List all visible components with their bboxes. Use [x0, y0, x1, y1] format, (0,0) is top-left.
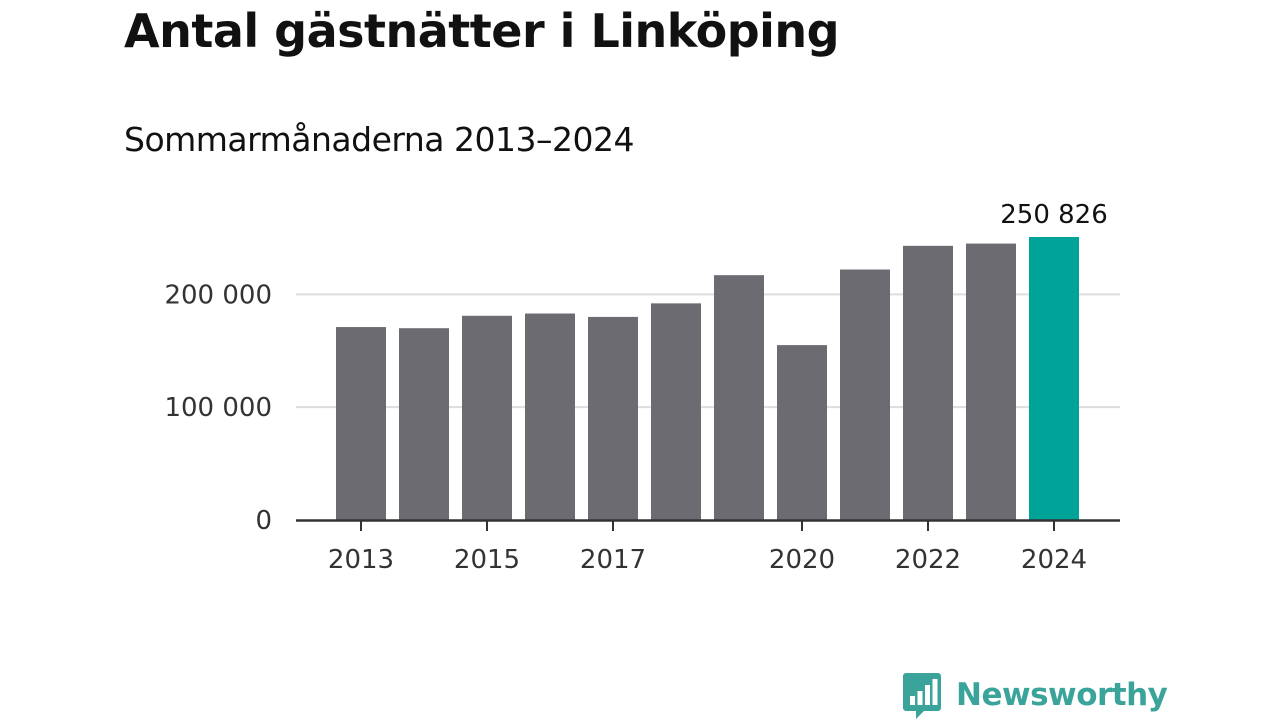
bar-2016	[525, 313, 575, 520]
x-tick-marks	[360, 520, 1055, 531]
bar-2017	[588, 316, 638, 520]
x-tick-label: 2022	[895, 545, 961, 575]
x-tick-label: 2024	[1021, 545, 1087, 575]
bar-chart-speech-bubble-icon	[903, 673, 941, 719]
x-tick-label: 2013	[328, 545, 394, 575]
bar-2023	[966, 243, 1016, 521]
y-tick-label: 200 000	[164, 280, 272, 310]
x-tick-label: 2020	[769, 545, 835, 575]
x-tick-labels: 2013 2015 2017 2020 2022 2024	[328, 545, 1087, 575]
logo-text: Newsworthy	[956, 677, 1168, 713]
bar-2019	[714, 275, 764, 520]
chart-subtitle: Sommarmånaderna 2013–2024	[124, 120, 634, 159]
bar-2020	[777, 345, 827, 520]
bar-2021	[840, 269, 890, 520]
chart-title: Antal gästnätter i Linköping	[124, 4, 840, 58]
bar-2015	[462, 315, 512, 520]
bar-2022	[903, 245, 953, 520]
y-tick-label: 100 000	[164, 393, 272, 423]
y-tick-label: 0	[255, 506, 272, 536]
bar-2013	[336, 327, 386, 520]
y-tick-labels: 0 100 000 200 000	[164, 280, 272, 536]
newsworthy-logo: Newsworthy	[902, 670, 1168, 720]
bar-2018	[651, 303, 701, 520]
bar-2014	[399, 328, 449, 520]
data-labels: 250 826	[1000, 200, 1108, 230]
bar-2024	[1029, 237, 1079, 520]
x-tick-label: 2017	[580, 545, 646, 575]
bars	[336, 237, 1079, 521]
data-label-2024: 250 826	[1000, 200, 1108, 230]
x-tick-label: 2015	[454, 545, 520, 575]
